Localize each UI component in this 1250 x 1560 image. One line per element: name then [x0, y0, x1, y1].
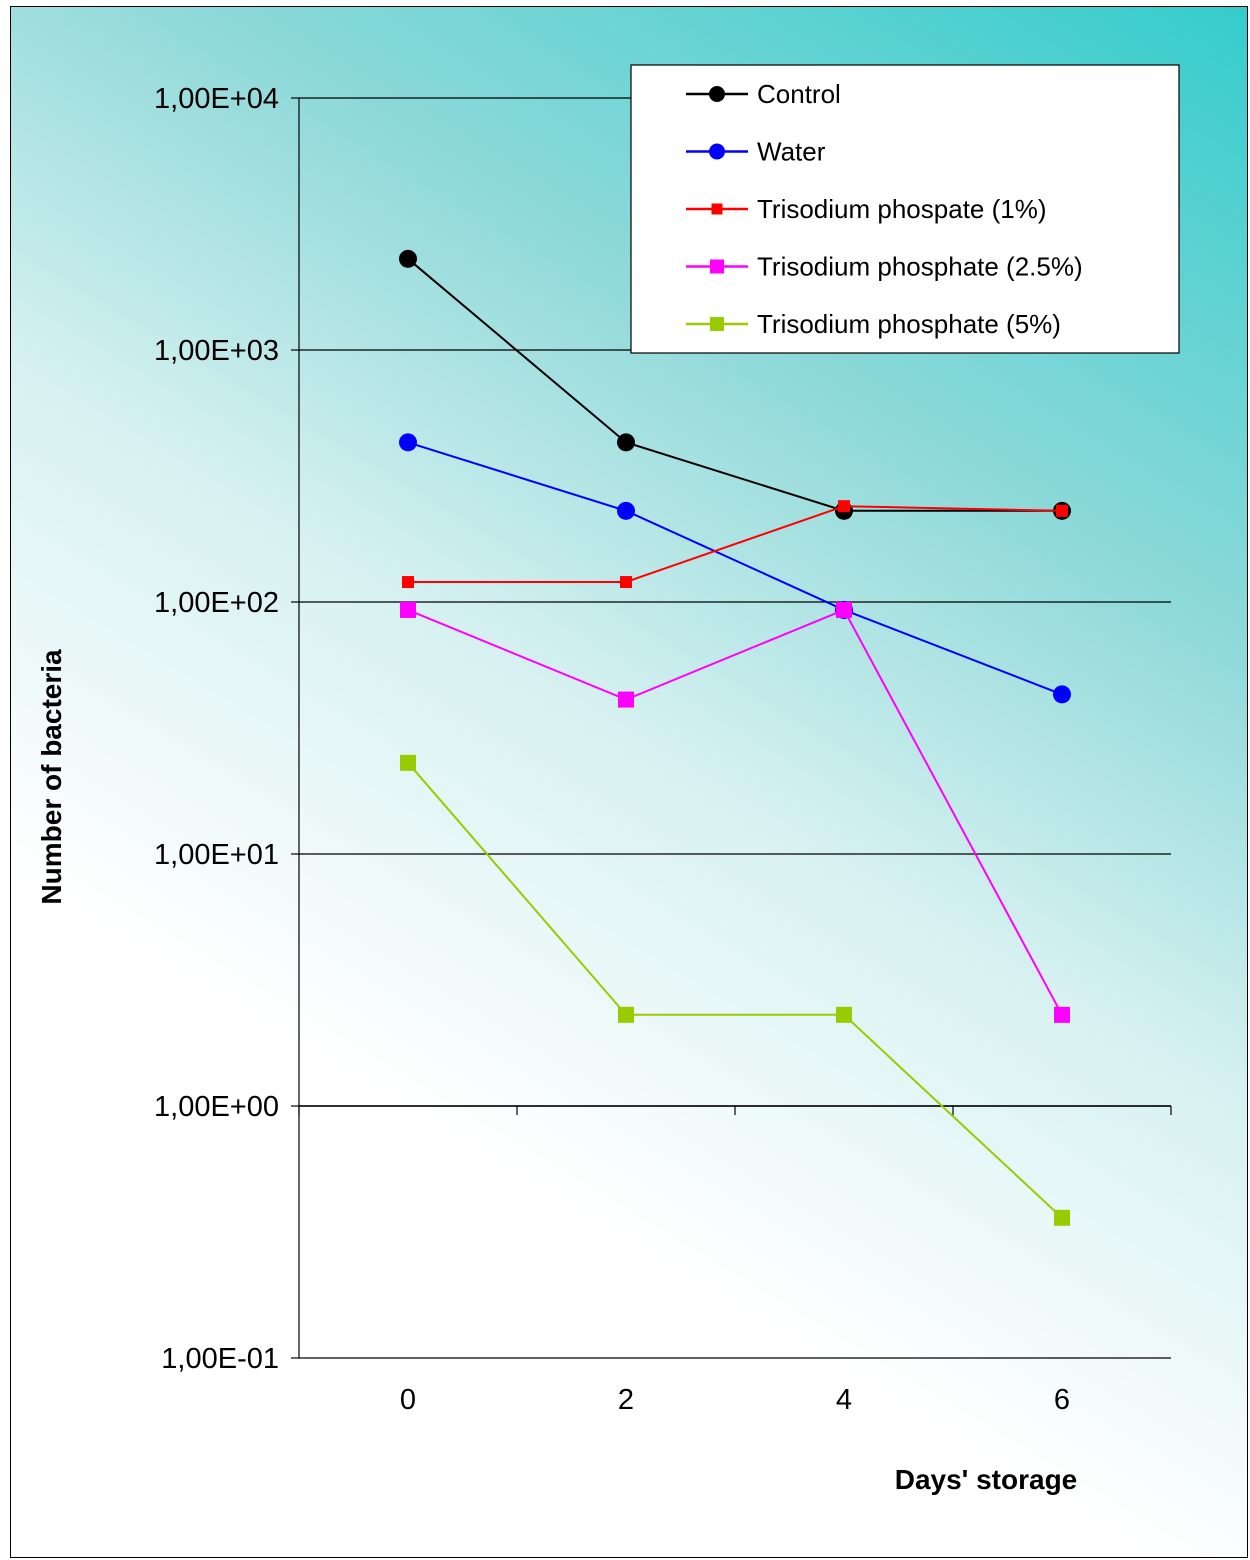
data-point [399, 249, 417, 268]
legend-entry: Control [757, 79, 841, 109]
data-point [618, 691, 634, 708]
legend-entry: Trisodium phosphate (2.5%) [757, 252, 1083, 282]
x-tick-label: 2 [618, 1384, 634, 1416]
legend-entry: Trisodium phospate (1%) [757, 194, 1047, 224]
series-line-2 [408, 505, 1063, 583]
legend: Control Water Trisodium phospate (1%) Triso… [630, 64, 1180, 354]
data-point [1054, 1006, 1070, 1023]
y-tick-label: 1,00E+04 [154, 83, 279, 115]
x-tick-label: 0 [400, 1384, 416, 1416]
x-tick-label: 4 [836, 1384, 852, 1416]
legend-marker [709, 86, 725, 102]
x-axis-title: Days' storage [895, 1464, 1078, 1495]
legend-marker [710, 317, 724, 331]
legend-entry: Trisodium phosphate (5%) [757, 309, 1061, 339]
y-axis-title: Number of bacteria [36, 649, 67, 905]
data-point [1054, 1209, 1070, 1226]
legend-marker [709, 143, 725, 160]
y-tick-label: 1,00E+03 [154, 335, 279, 367]
data-point [399, 433, 417, 452]
data-point [836, 1006, 852, 1023]
axes: 1,00E-01 1,00E+00 1,00E+01 1,00E+02 1,00E+03… [154, 83, 1172, 1416]
x-tick-label: 6 [1054, 1384, 1070, 1416]
y-tick-label: 1,00E+00 [154, 1091, 279, 1123]
y-tick-label: 1,00E+01 [154, 839, 279, 871]
data-point [1056, 504, 1068, 517]
chart-frame: 1,00E-01 1,00E+00 1,00E+01 1,00E+02 1,00E+03… [10, 6, 1248, 1558]
legend-marker [711, 203, 723, 215]
data-point [620, 576, 632, 589]
y-tick-label: 1,00E+02 [154, 587, 279, 619]
data-point [1053, 685, 1071, 704]
data-point [618, 1006, 634, 1023]
data-point [836, 601, 852, 618]
series-line-0 [407, 258, 1062, 512]
line-chart: 1,00E-01 1,00E+00 1,00E+01 1,00E+02 1,00E+03… [36, 64, 1180, 1495]
series-line-1 [407, 441, 1063, 696]
data-point [617, 433, 635, 452]
data-point [400, 754, 416, 771]
data-point [402, 576, 414, 589]
y-tick-label: 1,00E-01 [161, 1343, 279, 1375]
series-layer [399, 249, 1071, 1226]
data-point [400, 601, 416, 618]
legend-marker [710, 259, 724, 274]
data-point [617, 501, 635, 520]
series-line-4 [407, 762, 1063, 1219]
series-line-3 [407, 608, 1063, 1016]
legend-entry: Water [757, 137, 826, 167]
data-point [838, 500, 850, 513]
